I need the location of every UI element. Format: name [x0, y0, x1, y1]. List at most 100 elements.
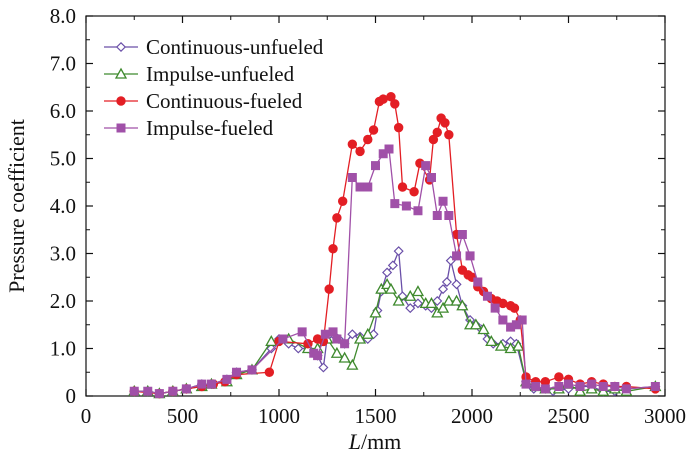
- data-point: [401, 201, 411, 211]
- data-point: [378, 94, 388, 104]
- series-continuous-unfueled: [129, 246, 661, 399]
- x-tick-labels: 0 500 1000 1500 2000 2500 3000: [81, 404, 686, 428]
- y-tick-label: 1.0: [50, 337, 76, 361]
- data-point: [387, 260, 398, 271]
- series-impulse-fueled: [129, 144, 660, 399]
- data-point: [436, 301, 450, 313]
- axis-ticks: [85, 15, 666, 397]
- data-point: [411, 285, 425, 297]
- data-point: [485, 335, 498, 347]
- data-point: [397, 182, 408, 192]
- data-point: [347, 173, 357, 183]
- y-tick-label: 5.0: [50, 147, 76, 171]
- data-point: [332, 213, 342, 223]
- data-point: [363, 182, 373, 192]
- data-point: [509, 303, 520, 313]
- data-point: [332, 334, 342, 344]
- data-point: [517, 315, 527, 325]
- series-layer: [128, 92, 662, 399]
- data-point: [425, 297, 438, 309]
- legend-entry: Continuous-unfueled: [104, 35, 324, 59]
- data-point: [340, 339, 350, 349]
- data-point: [378, 149, 388, 159]
- data-point: [369, 306, 382, 318]
- legend-marker: [116, 123, 126, 133]
- data-point: [346, 358, 359, 370]
- data-point: [330, 346, 344, 358]
- data-point: [469, 318, 482, 330]
- data-point: [393, 122, 404, 133]
- y-tick-label: 6.0: [50, 99, 76, 123]
- data-point: [347, 329, 358, 340]
- x-axis-title-unit: /mm: [361, 429, 401, 454]
- data-point: [393, 246, 404, 257]
- data-point: [320, 329, 330, 339]
- data-point: [392, 294, 405, 306]
- x-tick-label: 1500: [355, 404, 397, 428]
- data-point: [168, 386, 178, 396]
- data-point: [621, 384, 631, 394]
- series-line: [134, 283, 656, 395]
- data-point: [337, 196, 348, 206]
- data-point: [432, 295, 443, 307]
- data-point: [554, 372, 564, 382]
- legend-entry: Impulse-fueled: [104, 116, 274, 140]
- data-point: [540, 384, 550, 394]
- data-point: [384, 282, 398, 294]
- data-point: [363, 134, 373, 145]
- data-point: [457, 230, 467, 240]
- data-point: [384, 144, 394, 154]
- data-point: [575, 381, 585, 391]
- data-point: [347, 139, 358, 149]
- y-axis-title: Pressure coefficient: [4, 119, 29, 293]
- data-point: [154, 389, 164, 399]
- data-point: [313, 351, 323, 361]
- legend-label: Continuous-fueled: [146, 89, 303, 113]
- data-point: [438, 196, 448, 206]
- data-point: [610, 381, 620, 391]
- data-point: [554, 381, 564, 391]
- data-point: [442, 294, 455, 306]
- data-point: [511, 320, 521, 330]
- legend-marker: [116, 96, 126, 106]
- x-axis-title-var: L: [348, 429, 361, 454]
- series-line: [134, 96, 656, 395]
- data-point: [247, 365, 257, 375]
- data-point: [297, 327, 307, 337]
- data-point: [444, 130, 454, 140]
- data-point: [129, 386, 139, 396]
- data-point: [386, 92, 396, 102]
- data-point: [264, 367, 275, 377]
- data-point: [444, 211, 454, 221]
- data-point: [368, 125, 379, 135]
- data-point: [428, 134, 439, 145]
- legend-entry: Impulse-unfueled: [104, 62, 295, 86]
- data-point: [426, 173, 436, 183]
- x-tick-label: 3000: [644, 404, 686, 428]
- data-point: [432, 211, 442, 221]
- data-point: [512, 339, 525, 351]
- data-point: [413, 206, 423, 216]
- data-point: [390, 99, 400, 109]
- legend: Continuous-unfueled Impulse-unfueled Conti…: [104, 35, 324, 140]
- x-axis-title: L/mm: [348, 429, 402, 454]
- data-point: [324, 284, 334, 294]
- legend-label: Continuous-unfueled: [146, 35, 324, 59]
- data-point: [490, 303, 500, 313]
- data-point: [405, 303, 416, 314]
- data-point: [650, 381, 660, 391]
- data-point: [498, 298, 508, 309]
- data-point: [361, 327, 374, 339]
- data-point: [477, 323, 490, 335]
- y-tick-label: 4.0: [50, 194, 76, 218]
- data-point: [278, 334, 288, 344]
- data-point: [450, 294, 463, 306]
- y-tick-label: 7.0: [50, 52, 76, 76]
- data-point: [390, 199, 400, 209]
- data-point: [587, 379, 597, 389]
- data-point: [441, 276, 452, 288]
- data-point: [482, 291, 492, 301]
- data-point: [456, 299, 469, 311]
- series-line: [134, 147, 656, 395]
